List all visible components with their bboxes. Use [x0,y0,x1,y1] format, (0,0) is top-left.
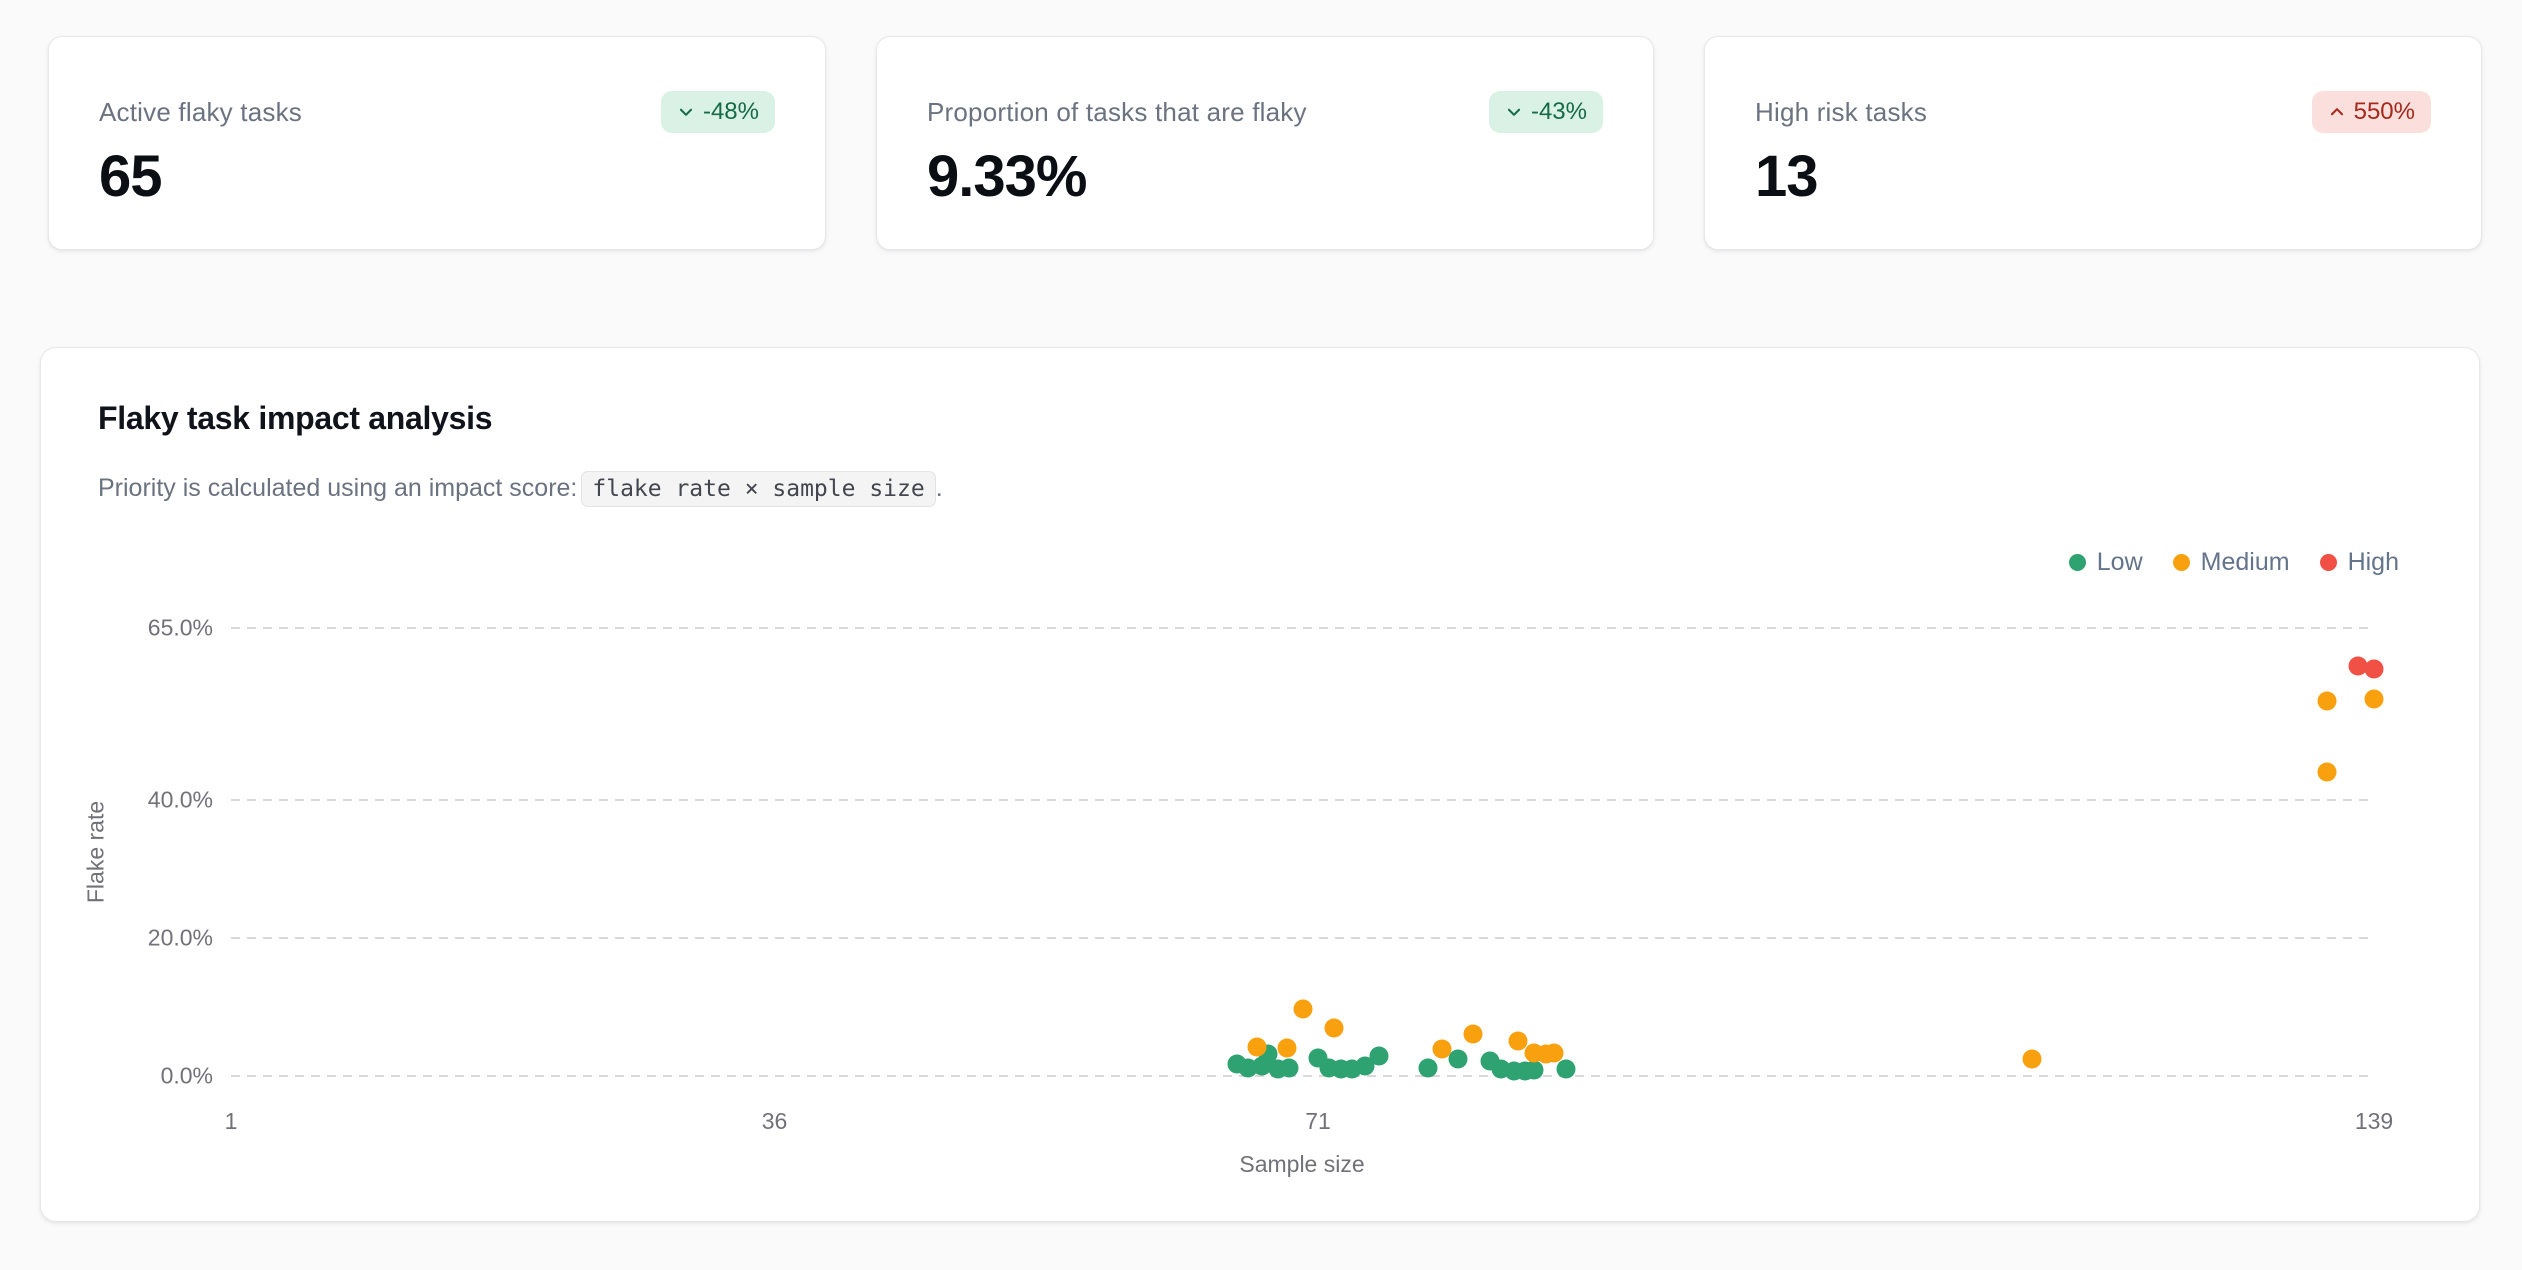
legend-dot-icon [2172,554,2190,571]
stat-label: Active flaky tasks [99,96,302,127]
data-point-medium[interactable] [2022,1049,2042,1069]
legend-item-low[interactable]: Low [2068,548,2143,577]
flaky-impact-chart-card: Flaky task impact analysis Priority is c… [40,347,2480,1222]
trend-value: -43% [1530,98,1587,125]
stat-label: High risk tasks [1755,96,1928,127]
x-tick-label: 139 [2354,1108,2394,1134]
legend-item-medium[interactable]: Medium [2172,548,2290,577]
chart-subtitle-text: Priority is calculated using an impact s… [98,474,578,502]
stats-row: Active flaky tasks -48% 65 Proportion of… [48,36,2482,250]
data-point-low[interactable] [1448,1049,1468,1069]
gridline [231,799,2374,802]
chart-subtitle: Priority is calculated using an impact s… [98,471,943,507]
y-tick-label: 0.0% [160,1062,213,1089]
impact-formula-chip: flake rate × sample size [581,471,936,507]
legend-label: High [2347,548,2399,576]
gridline [231,1075,2374,1077]
data-point-medium[interactable] [2364,689,2384,709]
data-point-low[interactable] [1556,1059,1576,1079]
data-point-medium[interactable] [1277,1038,1297,1058]
trend-value: -48% [702,98,759,125]
chart-title: Flaky task impact analysis [98,400,493,436]
data-point-medium[interactable] [1463,1024,1483,1044]
y-tick-label: 20.0% [147,924,213,951]
stat-label: Proportion of tasks that are flaky [927,96,1307,127]
data-point-low[interactable] [1369,1046,1389,1066]
legend-item-high[interactable]: High [2319,548,2399,577]
x-tick-label: 1 [224,1108,238,1134]
gridline [231,937,2374,940]
chevron-up-icon [2330,108,2343,116]
chart-subtitle-period: . [935,474,943,502]
data-point-medium[interactable] [1508,1031,1528,1051]
chevron-down-icon [1507,108,1521,116]
stat-value: 13 [1755,144,1819,209]
x-tick-label: 71 [1305,1108,1331,1134]
stat-value: 9.33% [927,144,1087,209]
trend-value: 550% [2353,98,2415,125]
chevron-down-icon [679,108,693,116]
data-point-medium[interactable] [2317,762,2337,782]
data-point-high[interactable] [2364,659,2384,679]
data-point-medium[interactable] [1432,1039,1452,1059]
data-point-medium[interactable] [1324,1018,1344,1038]
legend-label: Medium [2200,548,2290,576]
chart-legend: Low Medium High [2068,548,2399,577]
trend-badge: 550% [2311,91,2431,133]
data-point-medium[interactable] [1247,1037,1267,1057]
y-tick-label: 40.0% [147,786,213,813]
x-tick-label: 36 [761,1108,788,1134]
data-point-medium[interactable] [1544,1043,1564,1063]
stat-card-proportion-flaky: Proportion of tasks that are flaky -43% … [876,36,1654,250]
plot-area [231,627,2384,1081]
legend-dot-icon [2068,554,2086,571]
legend-label: Low [2096,548,2143,576]
data-point-low[interactable] [1355,1056,1375,1076]
gridline [231,627,2374,629]
trend-badge: -48% [660,91,775,133]
data-point-high[interactable] [2348,656,2368,676]
legend-dot-icon [2319,554,2337,571]
data-point-low[interactable] [1524,1060,1544,1080]
stat-card-active-flaky-tasks: Active flaky tasks -48% 65 [48,36,826,250]
stat-card-high-risk-tasks: High risk tasks 550% 13 [1704,36,2482,250]
data-point-low[interactable] [1279,1058,1299,1078]
data-point-low[interactable] [1418,1058,1438,1078]
data-point-medium[interactable] [2317,691,2337,711]
y-axis-title: Flake rate [82,800,109,904]
data-point-medium[interactable] [1293,999,1312,1019]
stat-value: 65 [99,144,163,209]
x-axis-title: Sample size [1239,1151,1365,1177]
trend-badge: -43% [1488,91,1603,133]
y-tick-label: 65.0% [147,614,213,641]
